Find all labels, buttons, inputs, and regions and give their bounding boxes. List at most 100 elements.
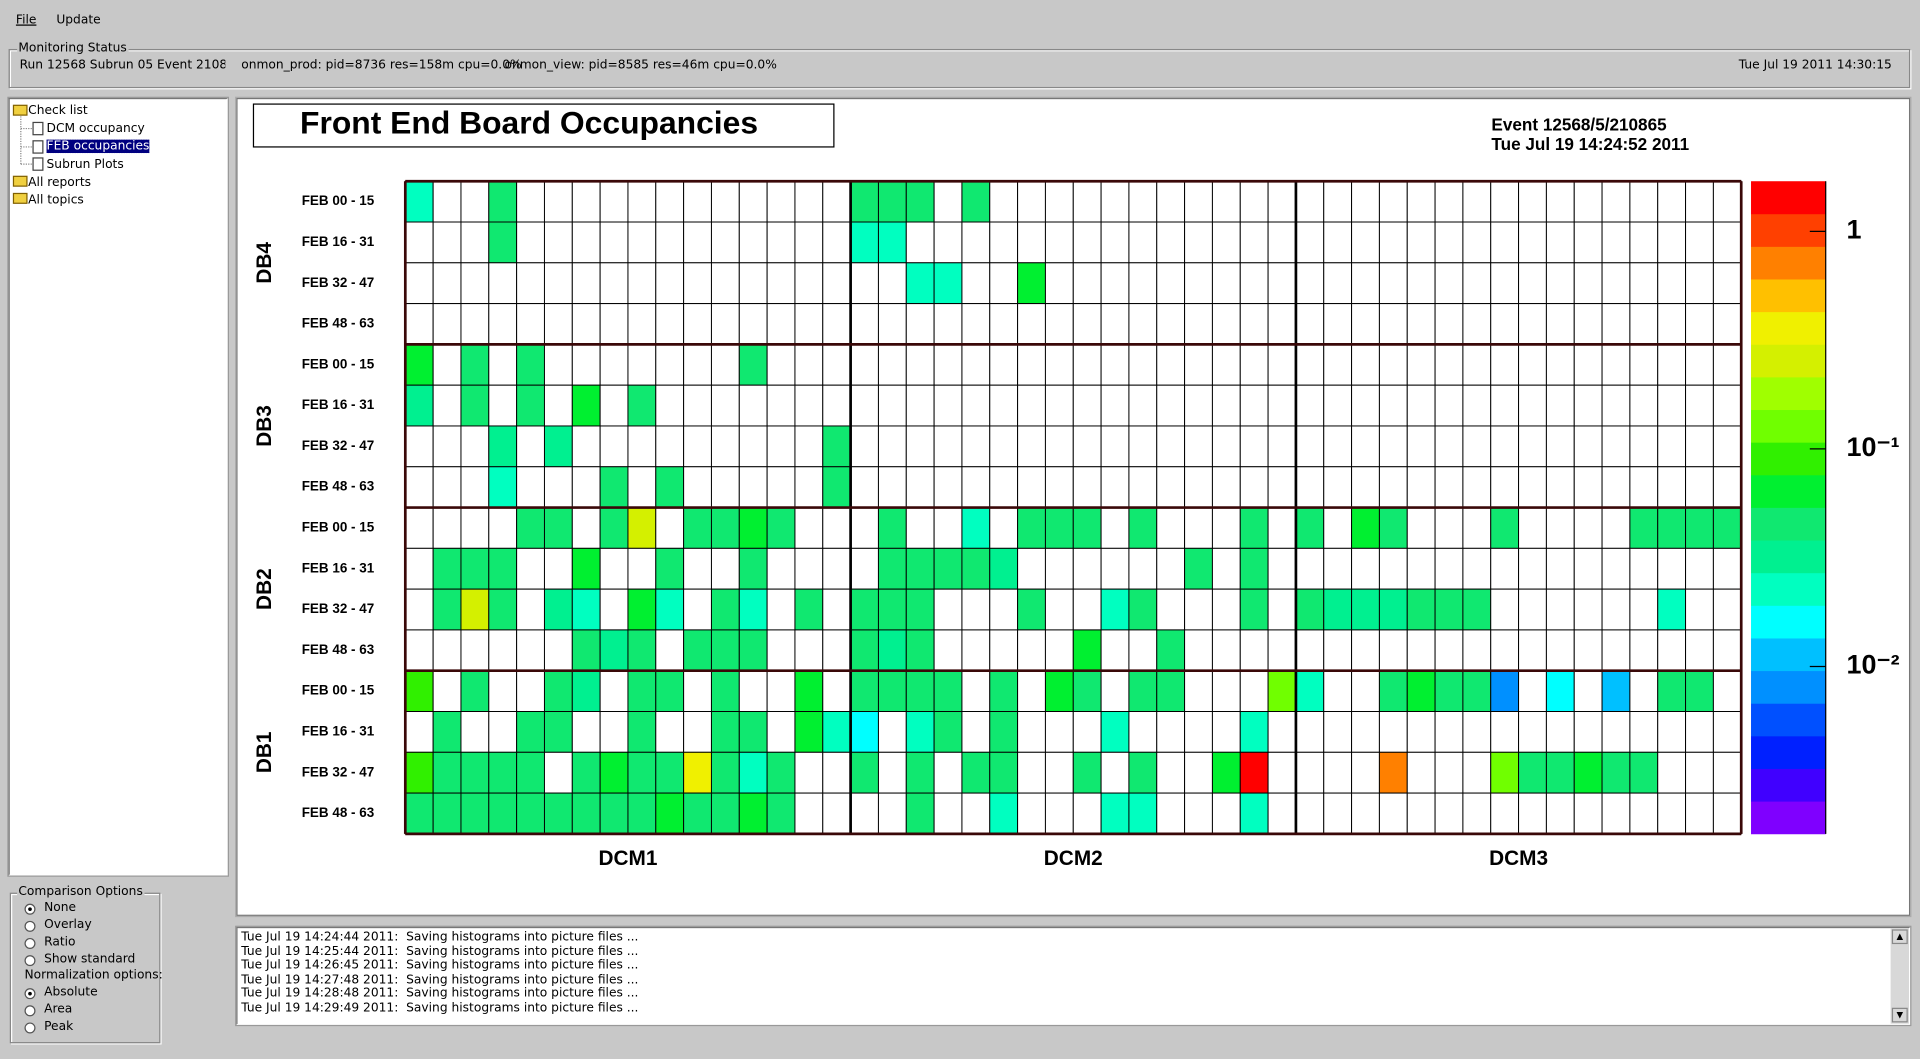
empty-cell [1128,384,1158,427]
empty-cell [1128,547,1158,590]
scroll-up[interactable]: ▲ [1891,929,1908,945]
empty-cell [1156,343,1186,386]
empty-cell [961,221,991,264]
cell [905,547,935,590]
cell [738,507,768,549]
empty-cell [1518,343,1547,386]
empty-cell [1434,629,1464,672]
cell [850,588,879,631]
empty-cell [571,262,601,305]
empty-cell [1017,303,1046,345]
cell [627,629,657,672]
status-time: Tue Jul 19 2011 14:30:15 [1738,58,1892,73]
empty-cell [1490,629,1520,672]
tree-item-selected[interactable]: FEB occupancies [45,138,151,155]
radio-button[interactable] [24,988,36,1000]
empty-cell [1712,466,1742,509]
empty-cell [1518,425,1547,468]
empty-cell [1017,180,1046,223]
empty-cell [488,670,518,712]
empty-cell [1072,466,1102,509]
cell [1072,751,1102,794]
menu-file[interactable]: File [15,13,37,27]
status-prod: onmon_prod: pid=8736 res=158m cpu=0.0% [241,58,522,73]
radio-button[interactable] [24,920,36,932]
empty-cell [432,221,462,264]
cell [1267,670,1297,712]
scroll-down[interactable]: ▼ [1891,1007,1908,1023]
radio-label[interactable]: Overlay [44,918,92,932]
empty-cell [1462,629,1492,672]
radio-label[interactable]: Ratio [44,935,76,949]
colorbar-band [1751,311,1826,345]
empty-cell [1657,262,1687,305]
cell [1017,588,1046,631]
empty-cell [1434,466,1464,509]
cell [432,792,462,835]
empty-cell [850,425,879,468]
radio-button[interactable] [24,1005,36,1017]
tree-item[interactable]: Check list [28,104,88,118]
cell [1490,670,1520,712]
empty-cell [1434,262,1464,305]
tree-item[interactable]: DCM occupancy [46,122,145,136]
empty-cell [1072,588,1102,631]
empty-cell [905,466,935,509]
scrollbar[interactable]: ▲ ▼ [1890,928,1909,1024]
empty-cell [1100,303,1130,345]
empty-cell [1685,466,1714,509]
empty-cell [850,343,879,386]
empty-cell [822,751,852,794]
empty-cell [1518,507,1547,549]
empty-cell [1490,466,1520,509]
menu-update[interactable]: Update [56,13,101,27]
tree-item[interactable]: All topics [28,193,84,207]
empty-cell [989,425,1019,468]
cell [1072,629,1102,672]
empty-cell [1072,180,1102,223]
empty-cell [1295,547,1325,590]
empty-cell [1685,343,1714,386]
empty-cell [766,670,796,712]
empty-cell [1685,629,1714,672]
empty-cell [1490,711,1520,753]
cell [1295,507,1325,549]
radio-button[interactable] [24,955,36,967]
empty-cell [1100,343,1130,386]
empty-cell [1378,303,1408,345]
radio-button[interactable] [24,903,36,915]
cell [1657,588,1687,631]
empty-cell [1323,670,1353,712]
cell [432,711,462,753]
empty-cell [543,303,573,345]
empty-cell [516,303,545,345]
empty-cell [599,221,629,264]
empty-cell [738,303,768,345]
radio-button[interactable] [24,1022,36,1034]
cell [1601,670,1631,712]
radio-label[interactable]: None [44,901,77,915]
cell [1601,751,1631,794]
tree-item[interactable]: All reports [28,176,92,190]
row-label: FEB 16 - 31 [302,723,375,738]
empty-cell [794,262,824,305]
empty-cell [1295,711,1325,753]
empty-cell [766,588,796,631]
empty-cell [1378,792,1408,835]
empty-cell [1295,180,1325,223]
radio-button[interactable] [24,937,36,949]
tree-item[interactable]: Subrun Plots [46,157,124,172]
empty-cell [543,384,573,427]
empty-cell [1295,262,1325,305]
empty-cell [516,670,545,712]
empty-cell [1629,629,1659,672]
empty-cell [766,711,796,753]
radio-label[interactable]: Absolute [44,985,98,1000]
empty-cell [1156,507,1186,549]
cell [1629,751,1659,794]
radio-label[interactable]: Peak [44,1020,74,1034]
empty-cell [1072,547,1102,590]
radio-label[interactable]: Area [44,1002,73,1017]
empty-cell [1156,425,1186,468]
radio-label[interactable]: Show standard [44,952,136,967]
